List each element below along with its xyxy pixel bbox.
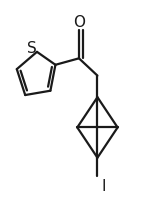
Text: O: O [73,15,85,30]
Text: S: S [27,41,37,56]
Text: I: I [101,179,106,194]
